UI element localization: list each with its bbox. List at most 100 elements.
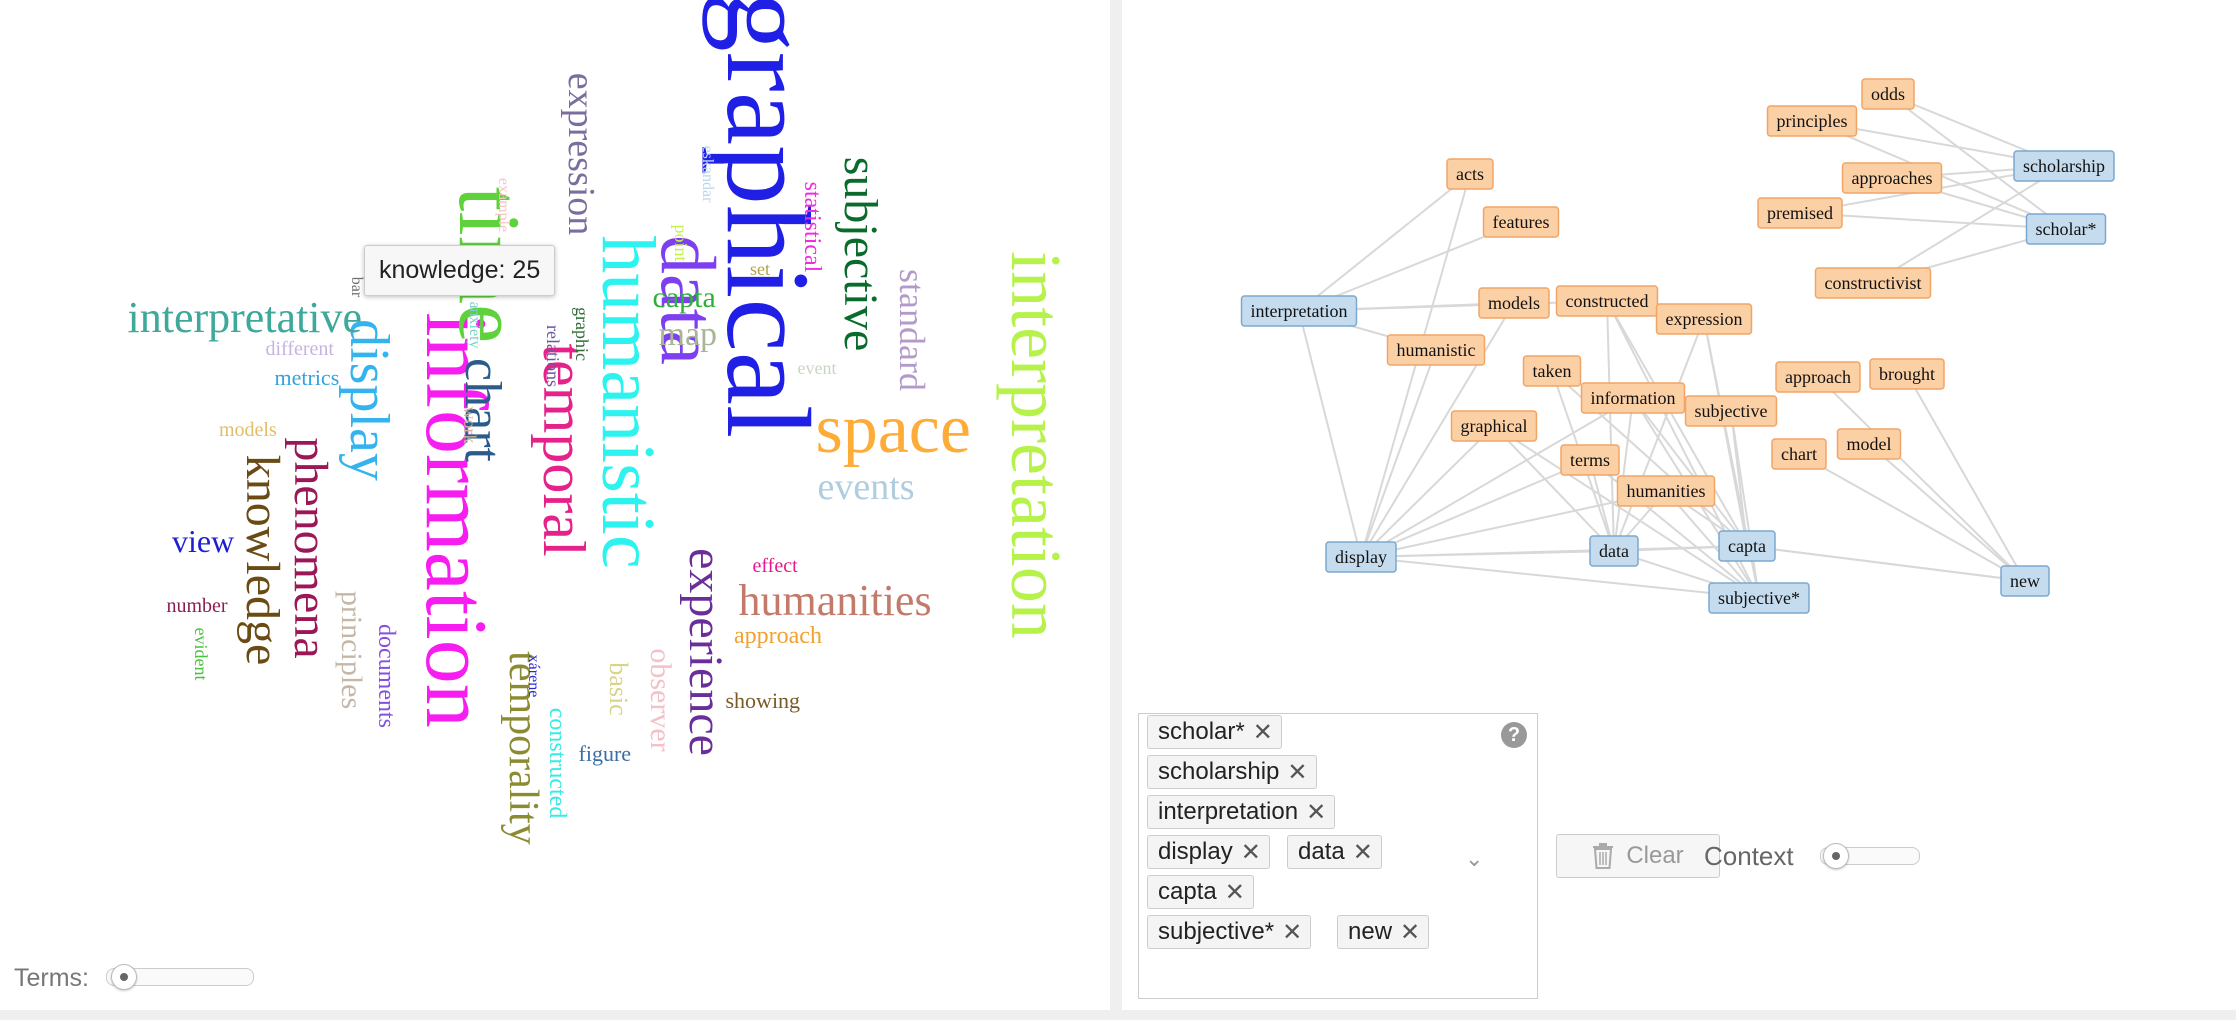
cloud-word[interactable]: example: [495, 177, 513, 233]
cloud-word[interactable]: map: [658, 316, 718, 353]
cloud-word[interactable]: experience: [678, 548, 732, 756]
cloud-word[interactable]: space: [815, 391, 971, 468]
graph-node-term[interactable]: brought: [1869, 358, 1945, 390]
graph-edge: [1872, 165, 2065, 284]
graph-node-query[interactable]: capta: [1718, 530, 1776, 562]
cloud-word[interactable]: basic: [604, 662, 634, 716]
query-tag[interactable]: capta ✕: [1147, 875, 1254, 909]
cloud-word[interactable]: documents: [372, 624, 399, 728]
cloud-word[interactable]: graphic: [571, 307, 592, 361]
graph-node-term[interactable]: terms: [1560, 444, 1620, 476]
terms-slider[interactable]: [106, 964, 254, 990]
cloud-word[interactable]: view: [172, 523, 235, 559]
close-icon[interactable]: ✕: [1400, 918, 1421, 946]
cloud-word[interactable]: effect: [752, 555, 798, 577]
graph-node-term[interactable]: acts: [1446, 158, 1494, 190]
graph-node-term[interactable]: principles: [1766, 105, 1858, 137]
cloud-word[interactable]: showing: [725, 688, 801, 713]
cloud-word[interactable]: capta: [652, 281, 716, 314]
query-tag[interactable]: scholar* ✕: [1147, 715, 1282, 749]
close-icon[interactable]: ✕: [1224, 878, 1245, 906]
cloud-word[interactable]: humanities: [738, 576, 932, 625]
graph-node-term[interactable]: graphical: [1450, 410, 1538, 442]
context-slider-knob[interactable]: [1823, 843, 1849, 869]
cloud-word[interactable]: eskandar: [698, 145, 716, 203]
query-tag[interactable]: data ✕: [1287, 835, 1382, 869]
close-icon[interactable]: ✕: [1306, 798, 1327, 826]
graph-edge: [1360, 397, 1634, 558]
cloud-word[interactable]: work: [460, 406, 480, 444]
cloud-word[interactable]: number: [166, 595, 228, 617]
close-icon[interactable]: ✕: [1240, 838, 1261, 866]
graph-node-query[interactable]: scholarship: [2013, 150, 2115, 182]
cloud-word[interactable]: phenomena: [284, 437, 338, 659]
cloud-word[interactable]: events: [817, 466, 915, 508]
graph-node-term[interactable]: constructivist: [1814, 267, 1932, 299]
graph-edge: [1493, 425, 1615, 552]
graph-node-query[interactable]: interpretation: [1240, 295, 1358, 327]
graph-node-query[interactable]: new: [2000, 565, 2050, 597]
cloud-word[interactable]: principles: [335, 590, 369, 710]
cloud-word[interactable]: models: [219, 419, 277, 441]
graph-node-term[interactable]: subjective: [1684, 395, 1778, 427]
cloud-word[interactable]: anxiety: [466, 301, 484, 349]
graph-node-query[interactable]: data: [1589, 535, 1639, 567]
graph-node-term[interactable]: approaches: [1841, 162, 1943, 194]
cloud-word[interactable]: evident: [190, 627, 211, 681]
cloud-word[interactable]: statistical: [798, 181, 825, 273]
cloud-word[interactable]: relations: [542, 325, 563, 387]
graph-node-term[interactable]: features: [1482, 206, 1560, 238]
graph-node-term[interactable]: expression: [1655, 303, 1753, 335]
graph-node-term[interactable]: premised: [1757, 197, 1843, 229]
query-terms-box[interactable]: scholar* ✕ scholarship ✕ interpretation ✕ disp…: [1138, 713, 1538, 999]
query-tag[interactable]: subjective* ✕: [1147, 915, 1312, 949]
cloud-word[interactable]: knowledge: [235, 454, 289, 666]
help-icon[interactable]: ?: [1501, 722, 1527, 748]
cloud-word[interactable]: metrics: [274, 365, 340, 390]
terms-slider-knob[interactable]: [111, 964, 137, 990]
graph-edge: [1613, 318, 1705, 552]
graph-node-box: [1775, 361, 1861, 393]
cloud-word[interactable]: bar: [348, 276, 366, 298]
graph-node-term[interactable]: constructed: [1555, 285, 1659, 317]
query-tag[interactable]: scholarship ✕: [1147, 755, 1317, 789]
query-tag-label: new: [1348, 918, 1393, 945]
query-tag[interactable]: interpretation ✕: [1147, 795, 1336, 829]
context-slider[interactable]: [1820, 843, 1920, 869]
cloud-word[interactable]: xárene: [524, 654, 542, 698]
graph-node-term[interactable]: models: [1478, 287, 1550, 319]
close-icon[interactable]: ✕: [1287, 758, 1308, 786]
clear-button[interactable]: Clear: [1556, 834, 1720, 878]
graph-node-query[interactable]: subjective*: [1708, 582, 1810, 614]
graph-node-query[interactable]: scholar*: [2025, 213, 2107, 245]
close-icon[interactable]: ✕: [1352, 838, 1373, 866]
query-tag[interactable]: display ✕: [1147, 835, 1270, 869]
graph-node-term[interactable]: chart: [1771, 438, 1827, 470]
cloud-word[interactable]: set: [750, 259, 770, 279]
cloud-word[interactable]: approach: [734, 623, 822, 649]
cloud-word[interactable]: standard: [891, 269, 932, 391]
close-icon[interactable]: ✕: [1282, 918, 1303, 946]
cloud-word[interactable]: observer: [644, 648, 678, 752]
graph-node-term[interactable]: humanistic: [1386, 334, 1486, 366]
cloud-word[interactable]: different: [265, 338, 335, 360]
cloud-word[interactable]: interpretative: [127, 293, 363, 342]
graph-node-query[interactable]: display: [1325, 541, 1397, 573]
graph-node-term[interactable]: model: [1836, 428, 1902, 460]
graph-node-term[interactable]: information: [1580, 382, 1686, 414]
cloud-word[interactable]: display: [337, 319, 400, 481]
cloud-word[interactable]: constructed: [543, 707, 570, 819]
chevron-down-icon[interactable]: ⌄: [1465, 846, 1484, 871]
cloud-word[interactable]: subjective: [833, 156, 887, 352]
graph-node-term[interactable]: odds: [1861, 78, 1915, 110]
close-icon[interactable]: ✕: [1252, 718, 1273, 746]
graph-node-term[interactable]: humanities: [1616, 475, 1716, 507]
graph-node-term[interactable]: approach: [1775, 361, 1861, 393]
cloud-word[interactable]: figure: [578, 741, 632, 766]
cloud-word[interactable]: point: [671, 224, 692, 262]
cloud-word[interactable]: event: [797, 358, 837, 378]
cloud-word[interactable]: expression: [559, 72, 602, 236]
cloud-word[interactable]: interpretation: [995, 251, 1076, 639]
graph-node-term[interactable]: taken: [1522, 355, 1582, 387]
query-tag[interactable]: new ✕: [1337, 915, 1430, 949]
